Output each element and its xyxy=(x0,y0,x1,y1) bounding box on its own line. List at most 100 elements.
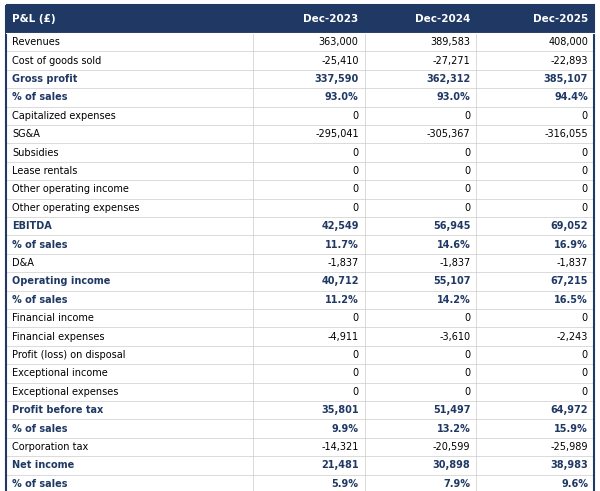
Text: % of sales: % of sales xyxy=(12,479,67,489)
Text: 11.2%: 11.2% xyxy=(325,295,359,305)
Text: SG&A: SG&A xyxy=(12,129,40,139)
Text: 16.9%: 16.9% xyxy=(554,240,588,249)
Text: -1,837: -1,837 xyxy=(328,258,359,268)
Text: 42,549: 42,549 xyxy=(321,221,359,231)
Text: 0: 0 xyxy=(582,387,588,397)
Text: 0: 0 xyxy=(464,313,470,323)
Text: 0: 0 xyxy=(353,185,359,194)
Text: 0: 0 xyxy=(353,350,359,360)
Text: 13.2%: 13.2% xyxy=(437,424,470,434)
Text: 56,945: 56,945 xyxy=(433,221,470,231)
Bar xyxy=(6,364,594,382)
Text: 0: 0 xyxy=(582,111,588,121)
Text: Financial income: Financial income xyxy=(12,313,94,323)
Bar xyxy=(6,419,594,438)
Text: 0: 0 xyxy=(464,111,470,121)
Text: 38,983: 38,983 xyxy=(550,461,588,470)
Text: 0: 0 xyxy=(582,203,588,213)
Text: 385,107: 385,107 xyxy=(544,74,588,84)
Text: 0: 0 xyxy=(353,203,359,213)
Text: 40,712: 40,712 xyxy=(321,276,359,286)
Text: 0: 0 xyxy=(353,148,359,158)
Text: Exceptional income: Exceptional income xyxy=(12,368,108,379)
Text: Financial expenses: Financial expenses xyxy=(12,331,104,342)
Text: 337,590: 337,590 xyxy=(314,74,359,84)
Text: 0: 0 xyxy=(464,387,470,397)
Text: Gross profit: Gross profit xyxy=(12,74,77,84)
Text: -4,911: -4,911 xyxy=(328,331,359,342)
Text: 55,107: 55,107 xyxy=(433,276,470,286)
Text: Subsidies: Subsidies xyxy=(12,148,59,158)
Text: Dec-2023: Dec-2023 xyxy=(304,14,359,24)
Text: 7.9%: 7.9% xyxy=(443,479,470,489)
Text: 0: 0 xyxy=(582,313,588,323)
Text: 15.9%: 15.9% xyxy=(554,424,588,434)
Text: Revenues: Revenues xyxy=(12,37,60,47)
Bar xyxy=(6,382,594,401)
Text: 14.2%: 14.2% xyxy=(437,295,470,305)
Bar xyxy=(6,272,594,291)
Text: 51,497: 51,497 xyxy=(433,405,470,415)
Bar xyxy=(6,5,594,33)
Text: 9.6%: 9.6% xyxy=(561,479,588,489)
Text: % of sales: % of sales xyxy=(12,240,67,249)
Bar xyxy=(6,33,594,52)
Text: Corporation tax: Corporation tax xyxy=(12,442,88,452)
Bar xyxy=(6,456,594,475)
Text: -27,271: -27,271 xyxy=(433,55,470,66)
Text: 93.0%: 93.0% xyxy=(437,92,470,103)
Bar xyxy=(6,401,594,419)
Text: Profit (loss) on disposal: Profit (loss) on disposal xyxy=(12,350,125,360)
Text: 0: 0 xyxy=(464,368,470,379)
Text: 94.4%: 94.4% xyxy=(554,92,588,103)
Bar xyxy=(6,291,594,309)
Text: 93.0%: 93.0% xyxy=(325,92,359,103)
Text: 30,898: 30,898 xyxy=(433,461,470,470)
Text: 0: 0 xyxy=(464,148,470,158)
Text: -25,989: -25,989 xyxy=(551,442,588,452)
Text: 0: 0 xyxy=(464,203,470,213)
Text: 9.9%: 9.9% xyxy=(332,424,359,434)
Text: % of sales: % of sales xyxy=(12,295,67,305)
Text: 64,972: 64,972 xyxy=(551,405,588,415)
Text: 14.6%: 14.6% xyxy=(437,240,470,249)
Text: 0: 0 xyxy=(353,368,359,379)
Bar xyxy=(6,235,594,254)
Text: -22,893: -22,893 xyxy=(551,55,588,66)
Text: -1,837: -1,837 xyxy=(439,258,470,268)
Bar xyxy=(6,88,594,107)
Text: Capitalized expenses: Capitalized expenses xyxy=(12,111,116,121)
Text: -295,041: -295,041 xyxy=(315,129,359,139)
Text: 0: 0 xyxy=(464,185,470,194)
Text: -20,599: -20,599 xyxy=(433,442,470,452)
Bar xyxy=(6,475,594,491)
Text: 5.9%: 5.9% xyxy=(332,479,359,489)
Text: Profit before tax: Profit before tax xyxy=(12,405,103,415)
Text: 0: 0 xyxy=(353,111,359,121)
Bar xyxy=(6,346,594,364)
Bar xyxy=(6,309,594,327)
Text: 389,583: 389,583 xyxy=(430,37,470,47)
Text: EBITDA: EBITDA xyxy=(12,221,52,231)
Text: % of sales: % of sales xyxy=(12,92,67,103)
Bar xyxy=(6,107,594,125)
Text: Exceptional expenses: Exceptional expenses xyxy=(12,387,118,397)
Text: -2,243: -2,243 xyxy=(557,331,588,342)
Bar xyxy=(6,198,594,217)
Text: 0: 0 xyxy=(582,148,588,158)
Bar xyxy=(6,143,594,162)
Text: 408,000: 408,000 xyxy=(548,37,588,47)
Text: Net income: Net income xyxy=(12,461,74,470)
Text: Other operating expenses: Other operating expenses xyxy=(12,203,139,213)
Text: Dec-2025: Dec-2025 xyxy=(533,14,588,24)
Bar xyxy=(6,125,594,143)
Text: -316,055: -316,055 xyxy=(544,129,588,139)
Text: -14,321: -14,321 xyxy=(322,442,359,452)
Text: -3,610: -3,610 xyxy=(439,331,470,342)
Text: P&L (£): P&L (£) xyxy=(12,14,56,24)
Text: Operating income: Operating income xyxy=(12,276,110,286)
Text: 0: 0 xyxy=(582,368,588,379)
Text: 21,481: 21,481 xyxy=(321,461,359,470)
Bar xyxy=(6,180,594,198)
Text: 11.7%: 11.7% xyxy=(325,240,359,249)
